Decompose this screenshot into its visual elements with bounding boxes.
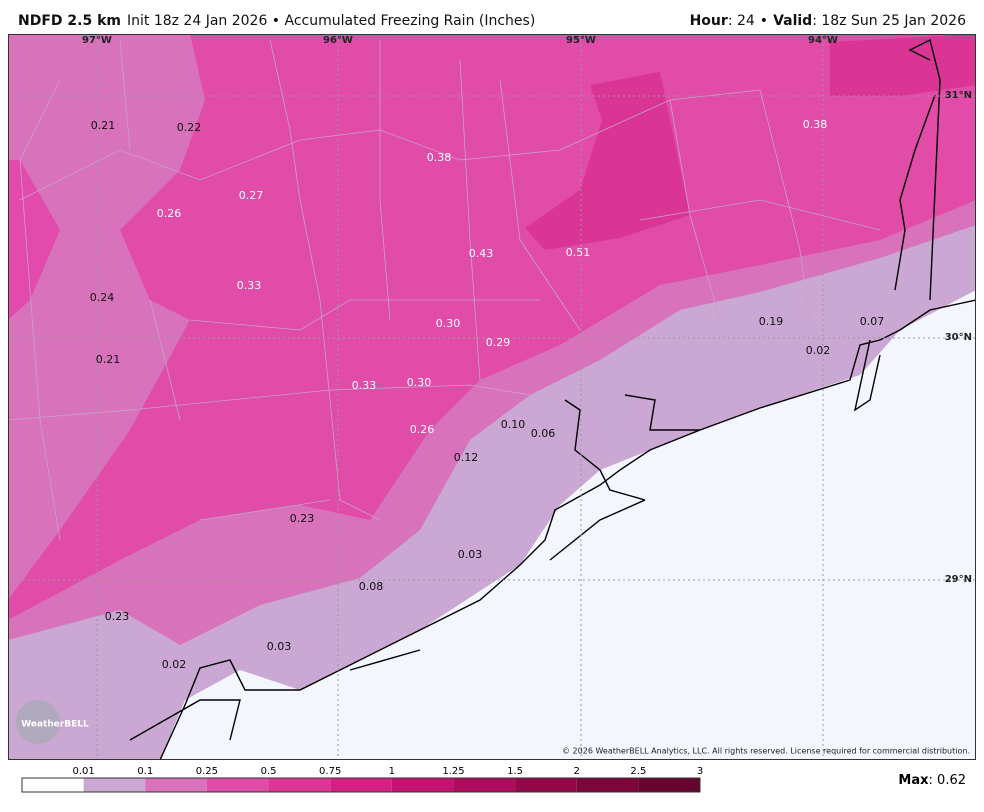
copyright: © 2026 WeatherBELL Analytics, LLC. All r… bbox=[562, 747, 970, 756]
value-label: 0.38 bbox=[803, 118, 828, 131]
value-label: 0.22 bbox=[177, 121, 202, 134]
value-label: 0.30 bbox=[407, 376, 432, 389]
colorbar-tick-label: 1.25 bbox=[442, 766, 464, 777]
lon-label: 97°W bbox=[82, 35, 112, 46]
logo: WeatherBELL bbox=[16, 700, 89, 744]
colorbar-swatch bbox=[22, 778, 84, 792]
value-label: 0.27 bbox=[239, 189, 264, 202]
colorbar-swatch bbox=[453, 778, 516, 792]
shade-dark-ne bbox=[830, 34, 976, 96]
value-label: 0.33 bbox=[237, 279, 262, 292]
colorbar-swatch bbox=[638, 778, 700, 792]
valid-value: : 18z Sun 25 Jan 2026 bbox=[812, 13, 966, 29]
colorbar-tick-label: 0.75 bbox=[319, 766, 341, 777]
value-label: 0.24 bbox=[90, 291, 115, 304]
lat-label: 31°N bbox=[945, 90, 972, 101]
model: NDFD 2.5 km bbox=[18, 13, 121, 29]
value-label: 0.03 bbox=[267, 640, 292, 653]
ocean bbox=[160, 290, 976, 760]
colorbar-swatch bbox=[268, 778, 331, 792]
lat-label: 29°N bbox=[945, 574, 972, 585]
lat-label: 30°N bbox=[945, 332, 972, 343]
colorbar: 0.01 0.1 0.25 0.5 0.75 1 1.25 1.5 2 2.5 3 bbox=[21, 766, 703, 793]
value-label: 0.43 bbox=[469, 247, 494, 260]
valid-label: Valid bbox=[773, 13, 812, 29]
max-value: : 0.62 bbox=[929, 773, 966, 788]
logo-mark bbox=[16, 700, 60, 744]
map: 97°W 96°W 95°W 94°W31°N30°N29°N 0.21 0.220.2… bbox=[8, 34, 976, 760]
colorbar-tick-label: 0.25 bbox=[196, 766, 218, 777]
value-label: 0.02 bbox=[806, 344, 831, 357]
colorbar-swatch bbox=[576, 778, 639, 792]
value-label: 0.23 bbox=[105, 610, 130, 623]
value-label: 0.19 bbox=[759, 315, 784, 328]
value-label: 0.06 bbox=[531, 427, 556, 440]
county-lines bbox=[8, 39, 881, 541]
colorbar-tick-label: 2.5 bbox=[630, 766, 646, 777]
value-label: 0.23 bbox=[290, 512, 315, 525]
map-frame bbox=[8, 34, 976, 760]
value-label: 0.21 bbox=[91, 119, 116, 132]
header-right: Hour: 24 • Valid: 18z Sun 25 Jan 2026 bbox=[690, 13, 966, 29]
value-label: 0.26 bbox=[410, 423, 435, 436]
value-label: 0.02 bbox=[162, 658, 187, 671]
separator: • bbox=[760, 13, 768, 29]
colorbar-swatch bbox=[330, 778, 392, 792]
header-left: NDFD 2.5 km Init 18z 24 Jan 2026 • Accumu… bbox=[18, 13, 535, 29]
shade-mid bbox=[8, 160, 60, 320]
description: Init 18z 24 Jan 2026 • Accumulated Freez… bbox=[127, 13, 535, 29]
value-label: 0.12 bbox=[454, 451, 479, 464]
value-label: 0.26 bbox=[157, 207, 182, 220]
colorbar-swatch bbox=[83, 778, 146, 792]
colorbar-swatch bbox=[391, 778, 454, 792]
colorbar-tick-label: 0.01 bbox=[73, 766, 95, 777]
value-label: 0.38 bbox=[427, 151, 452, 164]
value-label: 0.30 bbox=[436, 317, 461, 330]
colorbar-tick-label: 1.5 bbox=[507, 766, 523, 777]
value-label: 0.08 bbox=[359, 580, 384, 593]
colorbar-tick-label: 0.1 bbox=[137, 766, 153, 777]
lon-label: 94°W bbox=[808, 35, 838, 46]
colorbar-tick-label: 3 bbox=[697, 766, 703, 777]
value-labels: 0.21 0.22 0.27 0.26 0.38 0.38 0.43 0.51 0.24 0.33… bbox=[90, 118, 885, 671]
shade-dark bbox=[525, 72, 690, 250]
value-label: 0.51 bbox=[566, 246, 591, 259]
coastline bbox=[129, 38, 976, 760]
colorbar-swatch bbox=[206, 778, 269, 792]
colorbar-tick-label: 2 bbox=[574, 766, 580, 777]
colorbar-frame bbox=[21, 777, 701, 793]
max-label: Max bbox=[898, 773, 929, 788]
colorbar-swatch bbox=[145, 778, 207, 792]
value-label: 0.10 bbox=[501, 418, 526, 431]
value-label: 0.33 bbox=[352, 379, 377, 392]
value-label: 0.21 bbox=[96, 353, 121, 366]
value-label: 0.07 bbox=[860, 315, 885, 328]
max: Max: 0.62 bbox=[898, 773, 966, 788]
lon-label: 96°W bbox=[323, 35, 353, 46]
logo-text: WeatherBELL bbox=[21, 720, 89, 730]
hour-value: : 24 bbox=[728, 13, 755, 29]
lon-label: 95°W bbox=[566, 35, 596, 46]
shade-light bbox=[8, 34, 205, 600]
value-label: 0.29 bbox=[486, 336, 511, 349]
colorbar-swatch bbox=[515, 778, 577, 792]
value-label: 0.03 bbox=[458, 548, 483, 561]
hour-label: Hour bbox=[690, 13, 728, 29]
graticule: 97°W 96°W 95°W 94°W 31°N 30°N 29°N bbox=[8, 34, 976, 760]
colorbar-tick-label: 1 bbox=[389, 766, 395, 777]
colorbar-tick-label: 0.5 bbox=[261, 766, 277, 777]
